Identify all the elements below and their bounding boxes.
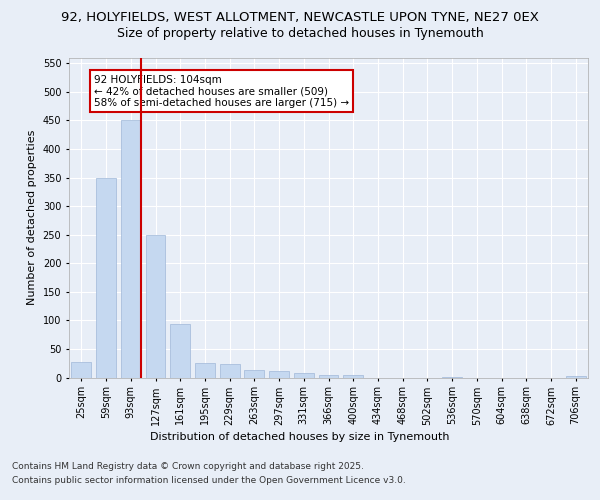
Text: 92, HOLYFIELDS, WEST ALLOTMENT, NEWCASTLE UPON TYNE, NE27 0EX: 92, HOLYFIELDS, WEST ALLOTMENT, NEWCASTL…	[61, 11, 539, 24]
Text: 92 HOLYFIELDS: 104sqm
← 42% of detached houses are smaller (509)
58% of semi-det: 92 HOLYFIELDS: 104sqm ← 42% of detached …	[94, 74, 349, 108]
Bar	[269, 371, 289, 378]
Text: Contains HM Land Registry data © Crown copyright and database right 2025.: Contains HM Land Registry data © Crown c…	[12, 462, 364, 471]
Bar	[319, 374, 338, 378]
Text: Size of property relative to detached houses in Tynemouth: Size of property relative to detached ho…	[116, 27, 484, 40]
Bar	[146, 234, 166, 378]
Text: Contains public sector information licensed under the Open Government Licence v3: Contains public sector information licen…	[12, 476, 406, 485]
Bar	[121, 120, 140, 378]
Bar	[71, 362, 91, 378]
Bar	[566, 376, 586, 378]
Bar	[220, 364, 239, 378]
Bar	[343, 375, 363, 378]
Bar	[195, 363, 215, 378]
Bar	[442, 377, 462, 378]
Text: Distribution of detached houses by size in Tynemouth: Distribution of detached houses by size …	[150, 432, 450, 442]
Bar	[96, 178, 116, 378]
Y-axis label: Number of detached properties: Number of detached properties	[27, 130, 37, 305]
Bar	[244, 370, 264, 378]
Bar	[170, 324, 190, 378]
Bar	[294, 373, 314, 378]
